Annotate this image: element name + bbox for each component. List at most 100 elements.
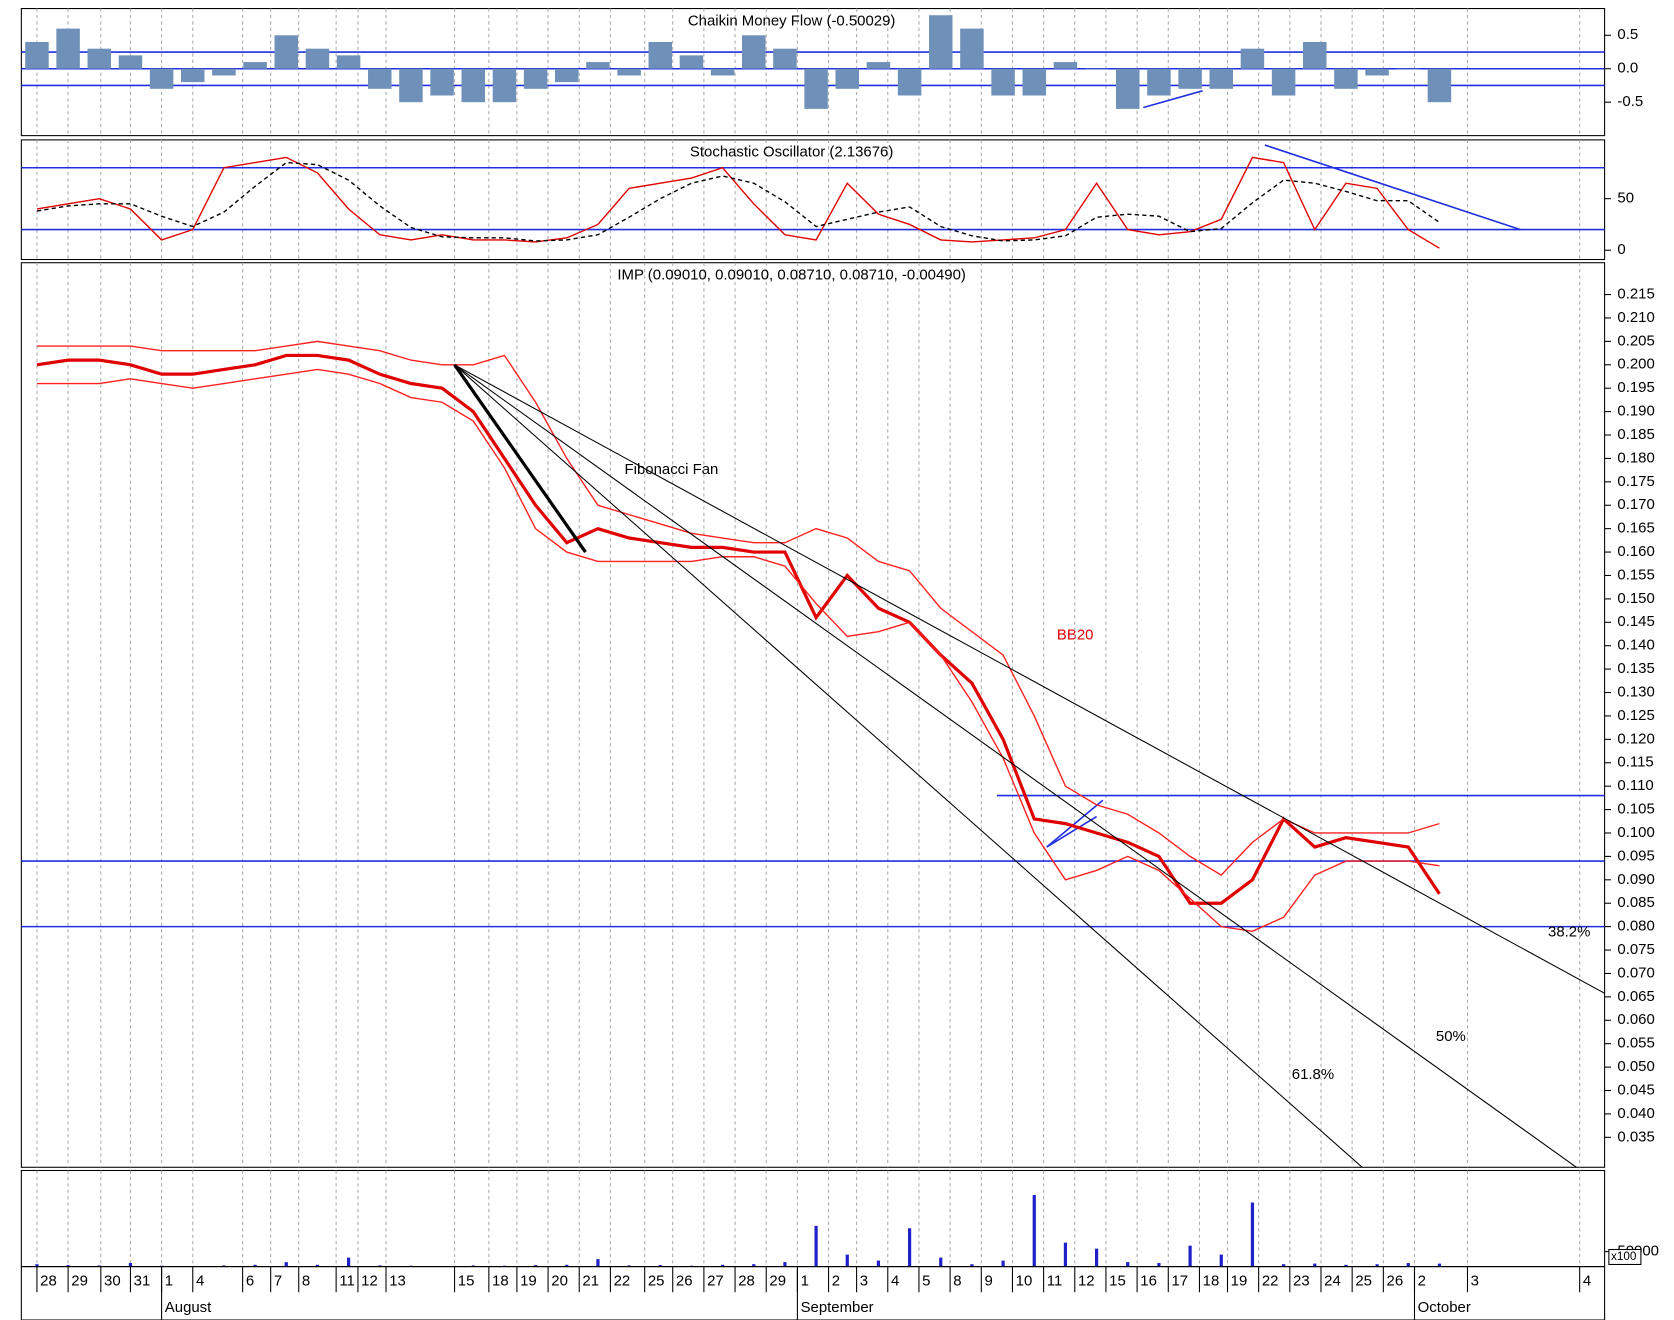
fan-line: [454, 364, 1363, 1168]
panel-title: IMP (0.09010, 0.09010, 0.08710, 0.08710,…: [617, 266, 966, 283]
month-label: August: [165, 1299, 212, 1316]
x-tick-label: 4: [1583, 1273, 1591, 1290]
bar: [25, 41, 49, 69]
bar: [253, 1264, 257, 1267]
multiplier-label: x100: [1611, 1250, 1637, 1263]
bar: [274, 35, 299, 69]
series-line: [36, 156, 1440, 249]
x-tick-label: 31: [134, 1273, 151, 1290]
panel-frame: [20, 139, 1606, 261]
x-axis-frame: [20, 1266, 1606, 1320]
bar: [866, 62, 891, 69]
bar: [1094, 1248, 1099, 1267]
bar: [243, 62, 267, 69]
bar: [720, 1264, 725, 1267]
panel-frame: [20, 262, 1606, 1168]
bar: [1147, 68, 1171, 96]
y-tick-label: 0.125: [1617, 707, 1654, 724]
bar: [1281, 1264, 1286, 1267]
bar: [804, 68, 828, 109]
bar: [378, 1265, 382, 1267]
x-tick-label: 8: [302, 1273, 310, 1290]
bar: [212, 68, 236, 76]
bar: [128, 1263, 133, 1267]
y-tick-label: 0.190: [1617, 403, 1654, 420]
x-tick-label: 2: [1418, 1273, 1426, 1290]
bar: [627, 1265, 631, 1267]
bar: [1375, 1264, 1379, 1267]
bar: [87, 48, 112, 69]
bar: [305, 48, 330, 69]
y-tick-label: 0.5: [1617, 26, 1638, 43]
x-tick-label: 6: [246, 1273, 254, 1290]
y-tick-label: 0.145: [1617, 613, 1654, 630]
x-tick-label: 10: [1016, 1273, 1033, 1290]
bar: [118, 55, 143, 69]
bar: [1271, 68, 1296, 96]
x-tick-label: 15: [458, 1273, 475, 1290]
y-tick-label: 0.185: [1617, 426, 1654, 443]
bar: [1427, 68, 1452, 103]
bar: [1437, 1263, 1442, 1267]
x-tick-label: 18: [492, 1273, 509, 1290]
panel-title: Stochastic Oscillator (2.13676): [690, 144, 893, 161]
x-tick-label: 4: [891, 1273, 899, 1290]
bar: [1032, 1195, 1036, 1267]
bar: [845, 1254, 849, 1267]
bar: [1240, 48, 1265, 69]
bar: [1406, 1263, 1410, 1267]
x-tick-label: 27: [707, 1273, 724, 1290]
bar: [773, 48, 797, 69]
bar: [596, 1259, 600, 1267]
y-tick-label: 0.195: [1617, 379, 1654, 396]
y-tick-label: 0.140: [1617, 637, 1654, 654]
y-tick-label: 0.065: [1617, 988, 1654, 1005]
x-tick-label: 28: [738, 1273, 755, 1290]
bar: [222, 1265, 226, 1267]
y-tick-label: 0.210: [1617, 309, 1654, 326]
series-line: [36, 161, 1440, 242]
x-tick-label: 1: [801, 1273, 809, 1290]
bar: [35, 1264, 39, 1267]
y-tick-label: 0.100: [1617, 824, 1654, 841]
x-tick-label: 29: [71, 1273, 88, 1290]
x-tick-label: 2: [832, 1273, 840, 1290]
bar: [1313, 1263, 1317, 1267]
bar: [1063, 1242, 1068, 1267]
x-tick-label: 3: [1471, 1273, 1479, 1290]
x-tick-label: 19: [520, 1273, 537, 1290]
bar: [876, 1260, 881, 1267]
bar: [430, 68, 454, 96]
bar: [1365, 68, 1389, 76]
bar: [66, 1265, 70, 1267]
bar: [939, 1257, 943, 1267]
y-tick-label: 0.170: [1617, 496, 1654, 513]
x-tick-label: 13: [389, 1273, 406, 1290]
x-tick-label: 15: [1109, 1273, 1126, 1290]
y-tick-label: 0.035: [1617, 1128, 1654, 1145]
y-tick-label: 0.130: [1617, 683, 1654, 700]
bar: [149, 68, 174, 89]
y-tick-label: 0.105: [1617, 801, 1654, 818]
bar: [648, 41, 673, 69]
panel-frame: [20, 8, 1606, 137]
bar: [346, 1257, 351, 1267]
bar: [1001, 1260, 1005, 1267]
bar: [1084, 68, 1109, 70]
bar: [523, 68, 548, 89]
panel-title: Chaikin Money Flow (-0.50029): [688, 12, 896, 29]
y-tick-label: 0.215: [1617, 286, 1654, 303]
series-line: [36, 368, 1440, 933]
bar: [835, 68, 860, 89]
bar: [991, 68, 1015, 96]
bar: [555, 68, 579, 83]
bar: [679, 55, 704, 69]
y-tick-label: 0.205: [1617, 332, 1654, 349]
fan-line: [454, 364, 1578, 1168]
bar: [1188, 1245, 1192, 1267]
y-tick-label: 0.115: [1617, 754, 1653, 771]
x-tick-label: 11: [339, 1273, 355, 1290]
bar: [710, 68, 735, 76]
y-tick-label: 0.180: [1617, 449, 1654, 466]
